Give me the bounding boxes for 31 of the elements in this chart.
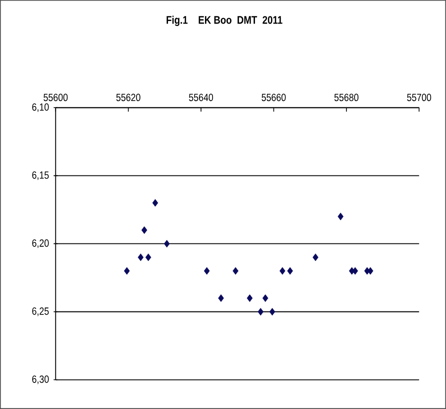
point (338, 212, 344, 220)
point (280, 267, 286, 275)
x-tick-label: 55600 (44, 94, 68, 102)
point (218, 294, 224, 302)
point (138, 254, 144, 262)
y-tick-label: 6,15 (32, 171, 49, 180)
point (312, 254, 318, 262)
point (269, 308, 276, 316)
y-tick-label: 6,20 (32, 239, 49, 248)
x-tick-label: 55640 (189, 94, 214, 102)
point (368, 267, 374, 275)
point (262, 294, 268, 302)
point (204, 267, 210, 275)
point (152, 199, 158, 207)
point (246, 294, 253, 302)
y-tick-label: 6,10 (32, 103, 49, 112)
chart-title: Fig.1 EK Boo DMT 2011 (166, 16, 282, 26)
x-tick-label: 55680 (334, 94, 358, 102)
y-tick-label: 6,25 (32, 307, 49, 316)
point (258, 308, 264, 316)
point (124, 267, 130, 275)
point (352, 267, 358, 275)
y-tick-label: 6,30 (32, 375, 49, 384)
point (287, 267, 293, 275)
point (145, 254, 152, 262)
x-tick-label: 55700 (407, 94, 432, 102)
point (141, 226, 148, 234)
point (164, 240, 170, 248)
x-tick-label: 55620 (116, 94, 140, 102)
x-tick-label: 55660 (262, 94, 286, 102)
point (232, 267, 238, 275)
